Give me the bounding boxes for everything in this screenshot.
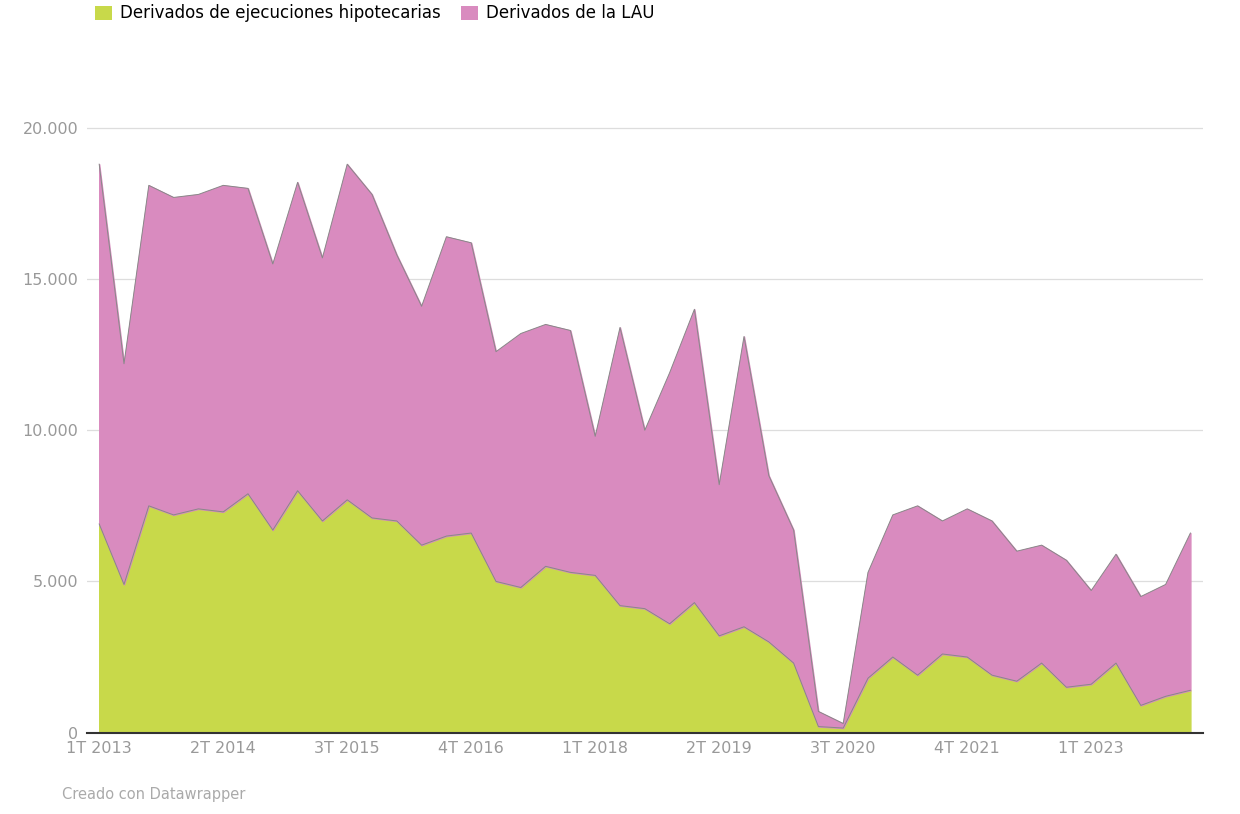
Text: Creado con Datawrapper: Creado con Datawrapper <box>62 787 246 802</box>
Legend: Derivados de ejecuciones hipotecarias, Derivados de la LAU: Derivados de ejecuciones hipotecarias, D… <box>95 4 655 23</box>
